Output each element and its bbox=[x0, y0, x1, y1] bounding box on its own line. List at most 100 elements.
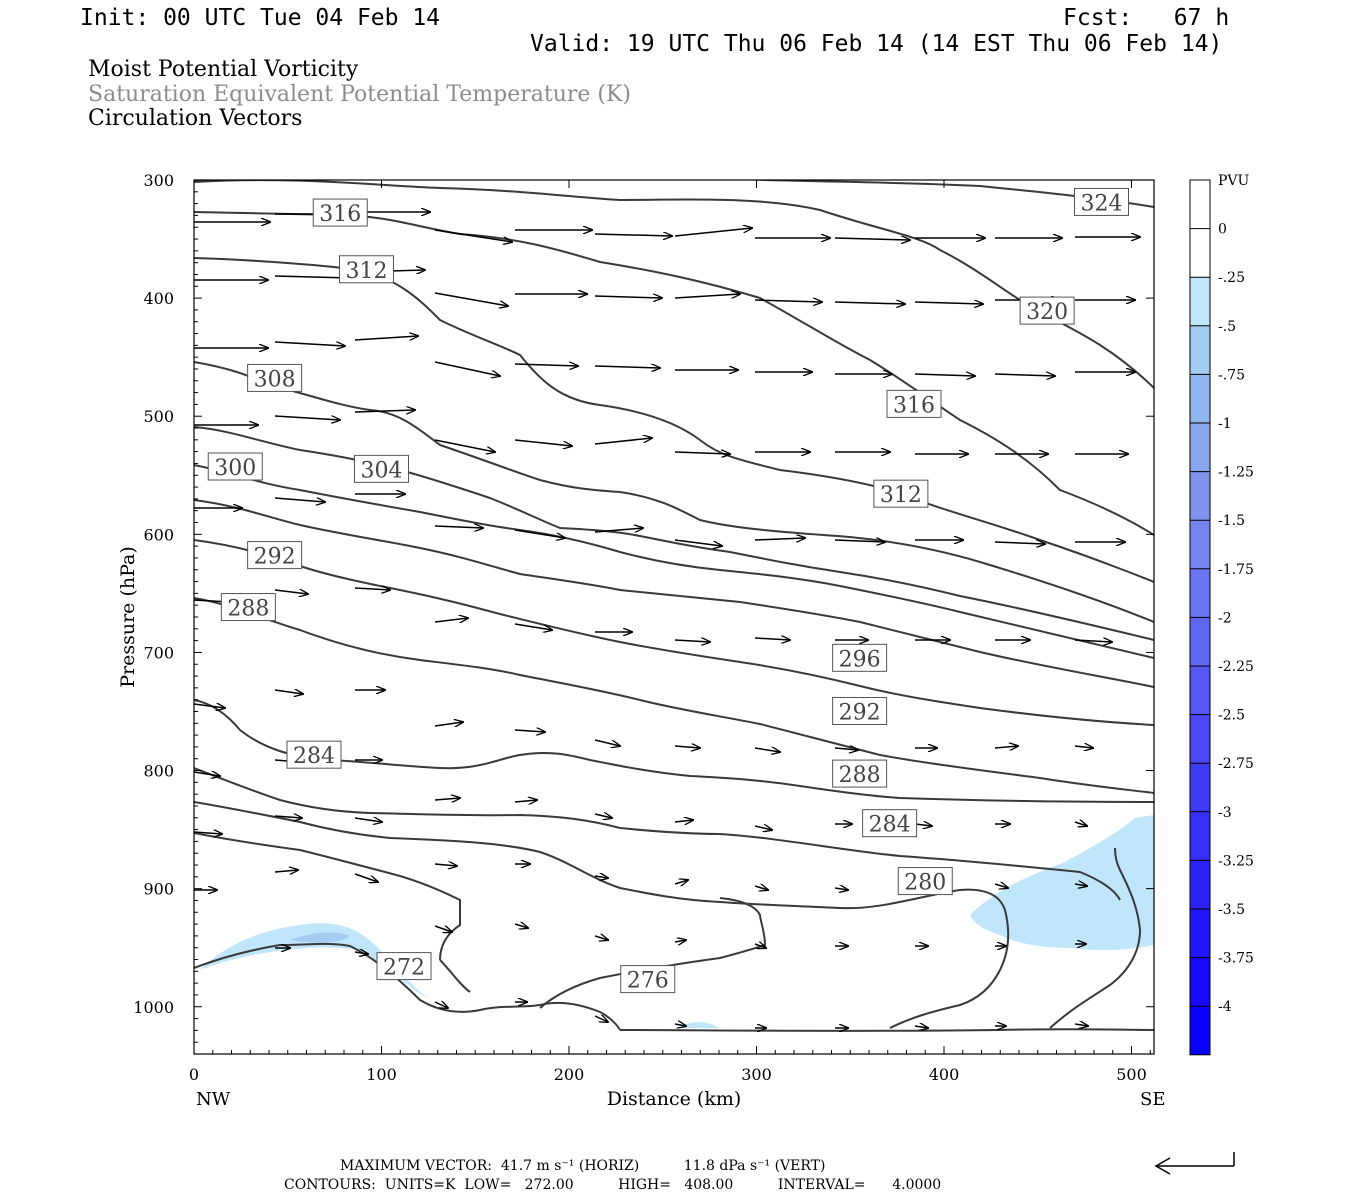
colorbar-swatch bbox=[1190, 325, 1210, 375]
reference-vector bbox=[1154, 1152, 1235, 1175]
colorbar-label: -4 bbox=[1218, 999, 1232, 1015]
contour-surface bbox=[619, 1028, 1154, 1032]
contour-label: 320 bbox=[1026, 300, 1068, 325]
title-mpv: Moist Potential Vorticity bbox=[88, 57, 359, 82]
contour-label: 288 bbox=[839, 763, 881, 788]
contour-label-box bbox=[1074, 187, 1129, 216]
x-tick-label: 300 bbox=[741, 1065, 772, 1084]
colorbar-label: -1.5 bbox=[1218, 513, 1245, 529]
contour-label: 312 bbox=[346, 259, 388, 284]
x-axis-label: Distance (km) bbox=[607, 1088, 742, 1110]
contour-label-box bbox=[247, 363, 303, 392]
colorbar-label: -3.75 bbox=[1218, 951, 1254, 967]
y-tick-label: 1000 bbox=[133, 998, 174, 1017]
colorbar-swatch bbox=[1190, 180, 1210, 229]
mpv-shading bbox=[200, 815, 1154, 1028]
title-theta-es: Saturation Equivalent Potential Temperat… bbox=[88, 82, 631, 107]
y-tick-label: 800 bbox=[143, 762, 174, 781]
colorbar-swatch bbox=[1190, 617, 1210, 666]
contour-label: 308 bbox=[254, 367, 296, 392]
contour-308 bbox=[194, 361, 1154, 623]
colorbar-label: -1 bbox=[1218, 416, 1232, 432]
contour-label: 304 bbox=[361, 458, 403, 483]
init-time: Init: 00 UTC Tue 04 Feb 14 bbox=[80, 5, 441, 31]
contour-label-box bbox=[832, 643, 888, 672]
contour-label-box bbox=[207, 452, 263, 481]
mpv-region-se bbox=[970, 815, 1154, 951]
colorbar-swatch bbox=[1190, 763, 1210, 812]
colorbar-label: -.5 bbox=[1218, 319, 1236, 335]
contour-276c bbox=[539, 897, 767, 1009]
x-tick-label: 500 bbox=[1116, 1065, 1147, 1084]
mpv-region-nw bbox=[200, 923, 430, 1000]
y-tick-label: 700 bbox=[143, 643, 174, 662]
contour-label-box bbox=[897, 867, 953, 896]
colorbar-label: -2.75 bbox=[1218, 756, 1254, 772]
y-axis-label: Pressure (hPa) bbox=[117, 546, 139, 688]
contour-label: 284 bbox=[293, 744, 335, 769]
contour-label-box bbox=[286, 740, 342, 769]
contour-280a bbox=[194, 767, 1121, 901]
contour-288 bbox=[194, 597, 1154, 794]
colorbar-swatch bbox=[1190, 228, 1210, 278]
contour-label: 284 bbox=[869, 813, 911, 838]
max-vector-text: MAXIMUM VECTOR: 41.7 m s⁻¹ (HORIZ) 11.8 … bbox=[340, 1158, 826, 1174]
x-tick-label: 0 bbox=[189, 1065, 199, 1084]
contours-info-text: CONTOURS: UNITS=K LOW= 272.00 HIGH= 408.… bbox=[284, 1177, 942, 1193]
contour-label: 316 bbox=[319, 202, 361, 227]
reference-vector-arrowhead bbox=[1154, 1157, 1171, 1175]
contour-label: 312 bbox=[880, 483, 922, 508]
contour-label-box bbox=[354, 454, 409, 483]
contour-276 bbox=[194, 832, 461, 961]
contour-312 bbox=[194, 257, 1154, 583]
pv-colorbar: 0 -.25 -.5 -.75 -1 -1.25 -1.5 -1.75 -2 -2.25 -2.5 -… bbox=[1189, 179, 1254, 1056]
y-tick-label: 300 bbox=[143, 171, 174, 190]
colorbar-swatch bbox=[1190, 714, 1210, 764]
contour-label-box bbox=[339, 255, 394, 284]
contour-label: 276 bbox=[627, 969, 669, 994]
contour-label: 280 bbox=[904, 871, 946, 896]
contour-label-box bbox=[220, 593, 276, 622]
y-tick-label: 600 bbox=[143, 525, 174, 544]
x-end-label-se: SE bbox=[1140, 1089, 1165, 1110]
contour-292 bbox=[194, 539, 1154, 726]
colorbar-label: -3.5 bbox=[1218, 902, 1245, 918]
contour-276b bbox=[439, 959, 471, 993]
x-tick-label: 100 bbox=[366, 1065, 397, 1084]
colorbar-label: -.75 bbox=[1218, 367, 1245, 383]
colorbar-swatch bbox=[1190, 811, 1210, 861]
x-tick-label: 400 bbox=[929, 1065, 960, 1084]
colorbar-swatch bbox=[1190, 1006, 1210, 1055]
mpv-region-sfc bbox=[680, 1022, 720, 1028]
contour-label-box bbox=[376, 952, 432, 981]
colorbar-swatch bbox=[1190, 666, 1210, 715]
contour-se-trough bbox=[1049, 847, 1142, 1029]
contour-300 bbox=[194, 464, 1154, 659]
x-tick-label: 200 bbox=[554, 1065, 585, 1084]
contour-272 bbox=[194, 942, 621, 1031]
x-end-label-nw: NW bbox=[196, 1089, 231, 1110]
forecast-hour: Fcst: 67 h bbox=[1063, 5, 1230, 31]
colorbar-unit: PVU bbox=[1218, 173, 1250, 189]
colorbar-label: -2.5 bbox=[1218, 708, 1245, 724]
colorbar-swatch bbox=[1190, 471, 1210, 521]
mpv-region-nw-core bbox=[290, 932, 350, 943]
contour-label-box bbox=[873, 479, 929, 508]
y-tick-label: 400 bbox=[143, 289, 174, 308]
title-vectors: Circulation Vectors bbox=[88, 106, 303, 131]
colorbar-label: -.25 bbox=[1218, 270, 1245, 286]
colorbar-label: -3 bbox=[1218, 805, 1232, 821]
colorbar-swatch bbox=[1190, 860, 1210, 909]
colorbar-label: -1.75 bbox=[1218, 562, 1254, 578]
colorbar-swatch bbox=[1190, 909, 1210, 958]
colorbar-swatch bbox=[1190, 423, 1210, 472]
colorbar-swatch bbox=[1190, 520, 1210, 569]
contour-label-box bbox=[620, 965, 676, 994]
colorbar-swatch bbox=[1190, 277, 1210, 326]
contour-label: 288 bbox=[227, 597, 269, 622]
colorbar-label: 0 bbox=[1218, 222, 1227, 238]
y-tick-label: 500 bbox=[143, 407, 174, 426]
colorbar-swatch bbox=[1190, 568, 1210, 618]
contour-label-box bbox=[832, 696, 888, 725]
